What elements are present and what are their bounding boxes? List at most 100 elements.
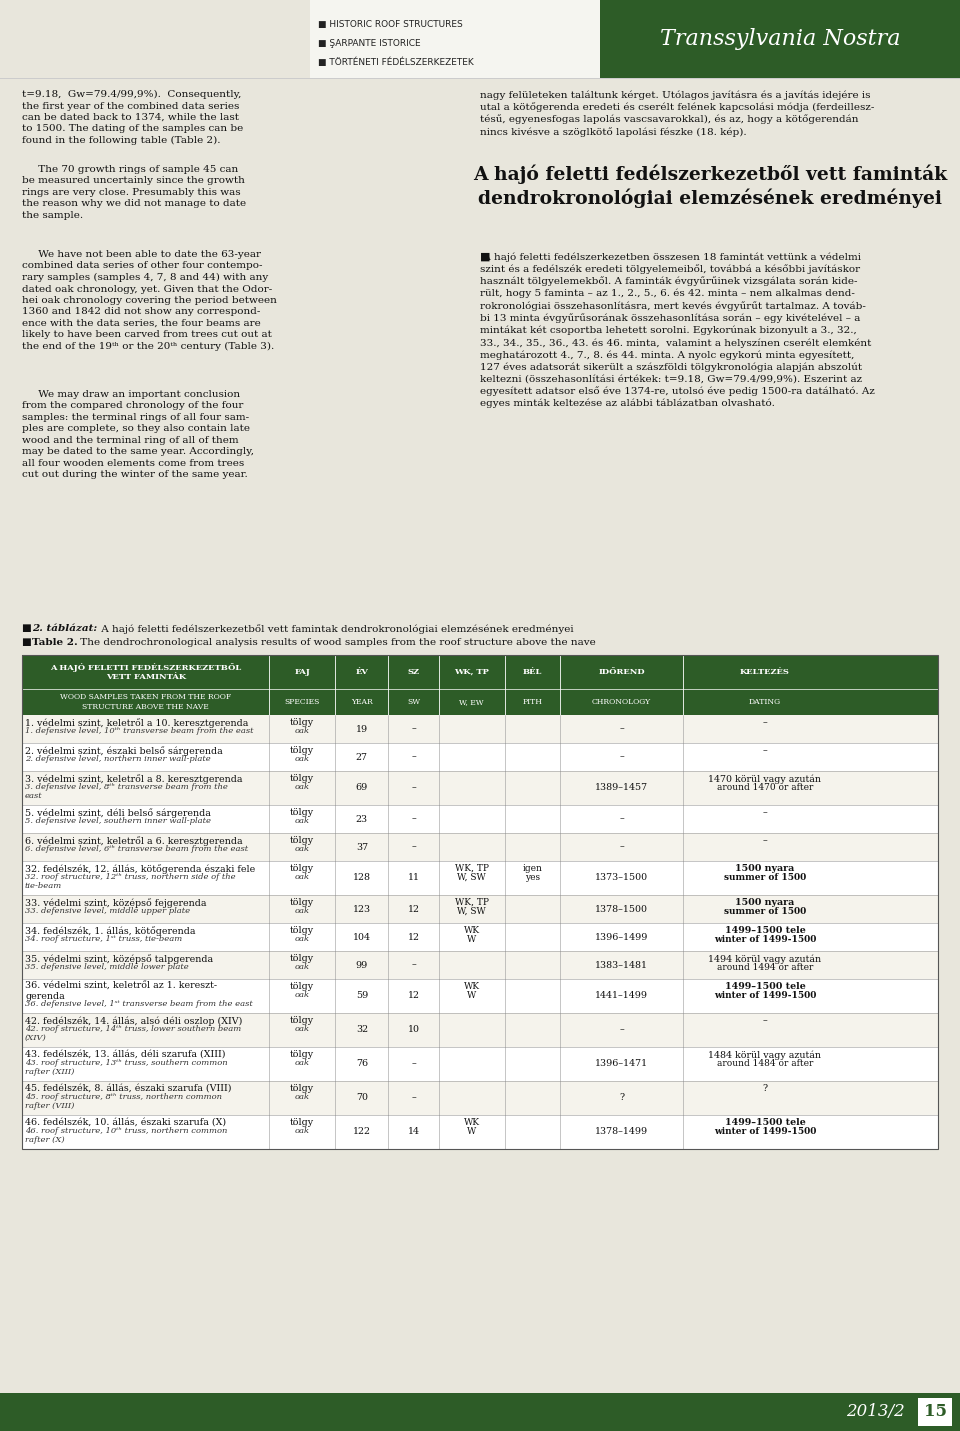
Text: ■ TÖRTÉNETI FÉDÉLSZERKEZETEK: ■ TÖRTÉNETI FÉDÉLSZERKEZETEK <box>318 59 473 67</box>
Text: Transsylvania Nostra: Transsylvania Nostra <box>660 29 900 50</box>
Text: 59: 59 <box>356 992 368 1000</box>
Text: 70: 70 <box>356 1093 368 1102</box>
Text: –: – <box>411 1093 416 1102</box>
Text: tölgy: tölgy <box>290 926 314 934</box>
Text: 6. defensive level, 6ᵗʰ transverse beam from the east: 6. defensive level, 6ᵗʰ transverse beam … <box>25 844 248 853</box>
Text: ■ HISTORIC ROOF STRUCTURES: ■ HISTORIC ROOF STRUCTURES <box>318 20 463 29</box>
Text: oak: oak <box>295 844 310 853</box>
Text: winter of 1499-1500: winter of 1499-1500 <box>713 1128 816 1136</box>
Text: oak: oak <box>295 1025 310 1033</box>
Text: ■: ■ <box>480 252 491 262</box>
Bar <box>22 861 938 894</box>
Text: SPECIES: SPECIES <box>284 698 320 705</box>
Text: WK, TP: WK, TP <box>454 668 490 675</box>
Text: SZ: SZ <box>408 668 420 675</box>
Text: –: – <box>619 724 624 734</box>
Text: around 1470 or after: around 1470 or after <box>717 783 813 791</box>
Text: –: – <box>619 1026 624 1035</box>
Bar <box>22 1115 938 1149</box>
Text: 2. defensive level, northern inner wall-plate: 2. defensive level, northern inner wall-… <box>25 756 211 763</box>
Text: 12: 12 <box>408 992 420 1000</box>
Text: oak: oak <box>295 1093 310 1100</box>
Text: ÉV: ÉV <box>355 668 369 675</box>
Text: oak: oak <box>295 783 310 791</box>
Text: oak: oak <box>295 992 310 999</box>
Text: CHRONOLOGY: CHRONOLOGY <box>592 698 651 705</box>
Text: 3. defensive level, 8ᵗʰ transverse beam from the
east: 3. defensive level, 8ᵗʰ transverse beam … <box>25 783 228 800</box>
Text: oak: oak <box>295 1059 310 1068</box>
Bar <box>22 743 938 771</box>
Text: tölgy: tölgy <box>290 1016 314 1025</box>
Text: –: – <box>411 843 416 851</box>
Text: A hajó feletti fedélszerkezetből vett famintak dendrokronológiai elemzésének ere: A hajó feletti fedélszerkezetből vett fa… <box>98 624 574 634</box>
Text: Table 2.: Table 2. <box>32 638 78 647</box>
Text: The 70 growth rings of sample 45 can
be measured uncertainly since the growth
ri: The 70 growth rings of sample 45 can be … <box>22 165 246 220</box>
Text: oak: oak <box>295 756 310 763</box>
Text: FAJ: FAJ <box>295 668 310 675</box>
Text: 15: 15 <box>924 1404 947 1421</box>
Bar <box>22 1047 938 1080</box>
Bar <box>600 0 960 79</box>
Text: PITH: PITH <box>522 698 542 705</box>
Text: WK: WK <box>464 1118 480 1128</box>
Text: –: – <box>411 724 416 734</box>
Text: 1484 körül vagy azután: 1484 körül vagy azután <box>708 1050 822 1059</box>
Bar <box>0 1392 960 1431</box>
Bar <box>22 806 938 833</box>
Text: 12: 12 <box>408 933 420 942</box>
Bar <box>22 894 938 923</box>
Text: 1396–1471: 1396–1471 <box>595 1059 648 1069</box>
Text: 32. fedélszék, 12. állás, kötőgerenda északi fele: 32. fedélszék, 12. állás, kötőgerenda és… <box>25 864 255 874</box>
Text: tölgy: tölgy <box>290 864 314 873</box>
Bar <box>22 979 938 1013</box>
Text: 23: 23 <box>356 814 368 823</box>
Text: igen: igen <box>522 864 542 873</box>
Text: 2013/2: 2013/2 <box>847 1404 905 1421</box>
Text: 1499–1500 tele: 1499–1500 tele <box>725 926 805 934</box>
Text: –: – <box>762 1016 767 1025</box>
Text: oak: oak <box>295 907 310 914</box>
Text: around 1484 or after: around 1484 or after <box>717 1059 813 1068</box>
Bar <box>22 1013 938 1047</box>
Text: 1499–1500 tele: 1499–1500 tele <box>725 982 805 992</box>
Text: 1441–1499: 1441–1499 <box>595 992 648 1000</box>
Text: 1. defensive level, 10ᵗʰ transverse beam from the east: 1. defensive level, 10ᵗʰ transverse beam… <box>25 727 253 736</box>
Text: 123: 123 <box>352 904 371 913</box>
Text: around 1494 or after: around 1494 or after <box>717 963 813 972</box>
Text: 2. védelmi szint, északi belső sárgerenda: 2. védelmi szint, északi belső sárgerend… <box>25 746 223 756</box>
Bar <box>22 716 938 743</box>
Text: 42. roof structure, 14ᵗʰ truss, lower southern beam
(XIV): 42. roof structure, 14ᵗʰ truss, lower so… <box>25 1025 241 1042</box>
Text: A hajó feletti fedélszerkezetben összesen 18 famintát vettünk a védelmi
szint és: A hajó feletti fedélszerkezetben összese… <box>480 252 875 408</box>
Text: 3. védelmi szint, keletről a 8. keresztgerenda: 3. védelmi szint, keletről a 8. keresztg… <box>25 774 243 784</box>
Text: 1383–1481: 1383–1481 <box>595 960 648 969</box>
Text: tölgy: tölgy <box>290 899 314 907</box>
Text: –: – <box>411 814 416 823</box>
Text: –: – <box>411 784 416 793</box>
Text: –: – <box>411 753 416 761</box>
Text: W, SW: W, SW <box>457 873 486 881</box>
Text: 6. védelmi szint, keletről a 6. keresztgerenda: 6. védelmi szint, keletről a 6. keresztg… <box>25 836 243 846</box>
Text: 35. defensive level, middle lower plate: 35. defensive level, middle lower plate <box>25 963 189 972</box>
Text: oak: oak <box>295 934 310 943</box>
Text: –: – <box>411 1059 416 1069</box>
Text: oak: oak <box>295 1128 310 1135</box>
Text: 34. fedélszék, 1. állás, kötőgerenda: 34. fedélszék, 1. állás, kötőgerenda <box>25 926 196 936</box>
Text: 5. defensive level, southern inner wall-plate: 5. defensive level, southern inner wall-… <box>25 817 211 826</box>
Text: 19: 19 <box>356 724 368 734</box>
Text: A HAJÓ FELETTI FEDÉLSZERKEZETBŐL
VETT FAMINTÁK: A HAJÓ FELETTI FEDÉLSZERKEZETBŐL VETT FA… <box>50 663 241 681</box>
Text: –: – <box>762 809 767 817</box>
Text: tölgy: tölgy <box>290 746 314 756</box>
Text: oak: oak <box>295 727 310 736</box>
Text: 1396–1499: 1396–1499 <box>595 933 648 942</box>
Text: –: – <box>619 843 624 851</box>
Text: 36. defensive level, 1ˢᵗ transverse beam from the east: 36. defensive level, 1ˢᵗ transverse beam… <box>25 1000 252 1007</box>
Text: The dendrochronological analysis results of wood samples from the roof structure: The dendrochronological analysis results… <box>77 638 596 647</box>
Text: ?: ? <box>762 1085 767 1093</box>
Text: YEAR: YEAR <box>351 698 372 705</box>
Text: BÉL: BÉL <box>522 668 541 675</box>
Text: 1. védelmi szint, keletről a 10. keresztgerenda: 1. védelmi szint, keletről a 10. kereszt… <box>25 718 249 728</box>
Text: summer of 1500: summer of 1500 <box>724 873 806 881</box>
Text: ?: ? <box>619 1093 624 1102</box>
Text: ■: ■ <box>22 624 36 633</box>
Bar <box>22 923 938 952</box>
